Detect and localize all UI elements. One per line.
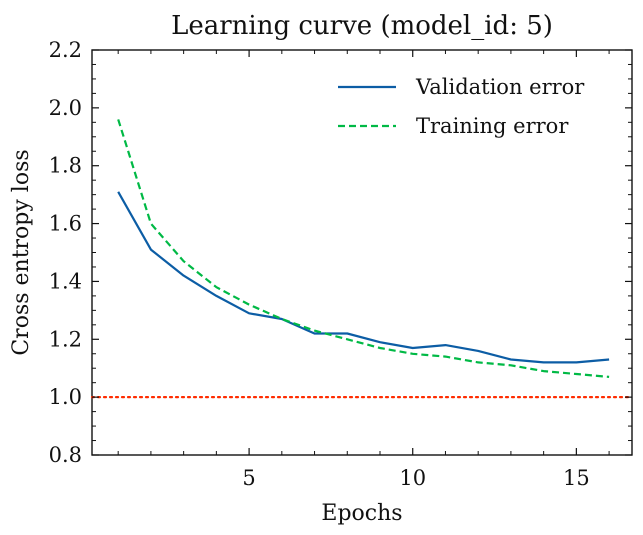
- y-tick-label: 2.0: [49, 96, 82, 120]
- plot-area: [91, 49, 633, 456]
- chart-title: Learning curve (model_id: 5): [171, 11, 553, 41]
- legend: Validation error Training error: [338, 75, 585, 138]
- plot-frame: [91, 49, 633, 456]
- legend-label-0: Validation error: [415, 75, 585, 99]
- x-tick-label: 5: [242, 466, 255, 490]
- y-tick-label: 1.6: [49, 212, 82, 236]
- series-line-0: [117, 191, 610, 364]
- y-tick-label: 0.8: [49, 443, 82, 467]
- series-group: [117, 119, 610, 378]
- ticks-group: [92, 49, 632, 456]
- x-tick-label: 10: [399, 466, 426, 490]
- x-axis-label: Epochs: [321, 501, 402, 526]
- y-tick-label: 1.2: [49, 327, 82, 351]
- y-tick-label: 2.2: [49, 38, 82, 62]
- legend-label-1: Training error: [416, 114, 569, 138]
- x-tick-label: 15: [563, 466, 590, 490]
- tick-labels-group: 5 10 15 0.8 1.0 1.2 1.4 1.6 1.8 2.0 2.2: [49, 38, 590, 490]
- y-tick-label: 1.0: [49, 385, 82, 409]
- series-line-1: [117, 119, 610, 378]
- y-tick-label: 1.8: [49, 154, 82, 178]
- y-tick-label: 1.4: [49, 269, 82, 293]
- y-axis-label: Cross entropy loss: [9, 149, 34, 355]
